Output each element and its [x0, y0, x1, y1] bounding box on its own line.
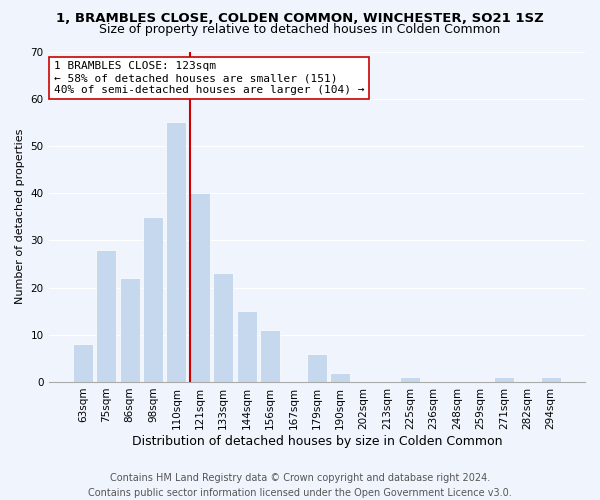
- Bar: [143, 216, 163, 382]
- Bar: [166, 122, 187, 382]
- Text: Contains HM Land Registry data © Crown copyright and database right 2024.
Contai: Contains HM Land Registry data © Crown c…: [88, 472, 512, 498]
- Y-axis label: Number of detached properties: Number of detached properties: [15, 129, 25, 304]
- Bar: [236, 311, 257, 382]
- Text: 1 BRAMBLES CLOSE: 123sqm
← 58% of detached houses are smaller (151)
40% of semi-: 1 BRAMBLES CLOSE: 123sqm ← 58% of detach…: [54, 62, 364, 94]
- Text: Size of property relative to detached houses in Colden Common: Size of property relative to detached ho…: [100, 22, 500, 36]
- Bar: [260, 330, 280, 382]
- X-axis label: Distribution of detached houses by size in Colden Common: Distribution of detached houses by size …: [131, 434, 502, 448]
- Bar: [120, 278, 140, 382]
- Bar: [190, 193, 210, 382]
- Bar: [307, 354, 327, 382]
- Bar: [494, 377, 514, 382]
- Text: 1, BRAMBLES CLOSE, COLDEN COMMON, WINCHESTER, SO21 1SZ: 1, BRAMBLES CLOSE, COLDEN COMMON, WINCHE…: [56, 12, 544, 26]
- Bar: [213, 274, 233, 382]
- Bar: [400, 377, 420, 382]
- Bar: [330, 372, 350, 382]
- Bar: [97, 250, 116, 382]
- Bar: [73, 344, 93, 382]
- Bar: [541, 377, 560, 382]
